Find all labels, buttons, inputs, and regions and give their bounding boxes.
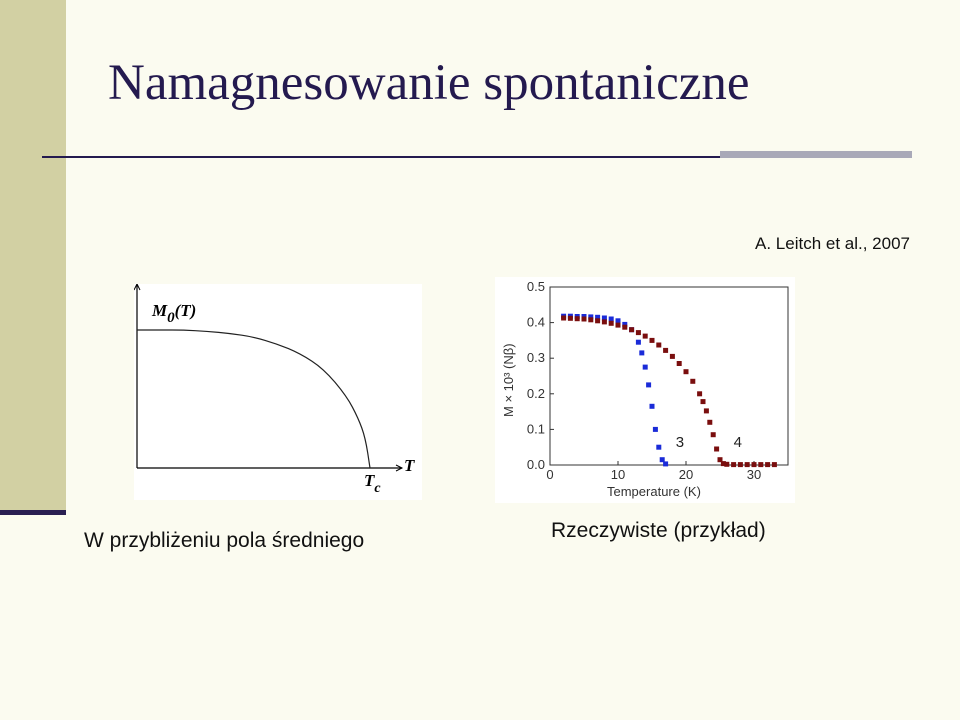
sidebar-band: [0, 0, 66, 512]
series-4-point: [711, 432, 716, 437]
series-4-point: [656, 343, 661, 348]
series-4-point: [714, 447, 719, 452]
caption-real-example: Rzeczywiste (przykład): [551, 519, 766, 543]
y-tick-label: 0.2: [527, 386, 545, 401]
title-rule-accent: [720, 151, 912, 158]
plot-frame: [550, 287, 788, 465]
series-4-point: [670, 354, 675, 359]
series-3-point: [639, 350, 644, 355]
series-3-point: [636, 340, 641, 345]
series-4-point: [663, 348, 668, 353]
series-4-point: [724, 462, 729, 467]
series-4-point: [758, 462, 763, 467]
series-4-point: [622, 325, 627, 330]
x-tick-label: 0: [546, 467, 553, 482]
y-tick-label: 0.0: [527, 457, 545, 472]
series-4-point: [707, 420, 712, 425]
series-3-point: [609, 317, 614, 322]
series-4-point: [643, 334, 648, 339]
slide-title: Namagnesowanie spontaniczne: [108, 58, 750, 109]
series-3-label: 3: [676, 434, 684, 451]
experimental-chart-panel: 0.0 0.1 0.2 0.3 0.4 0.5 0 10 20 30 Temperature (…: [495, 277, 795, 503]
series-4-point: [745, 462, 750, 467]
y-tick-label: 0.5: [527, 279, 545, 294]
series-4-point: [765, 462, 770, 467]
y-axis-title: M × 10³ (Nβ): [501, 343, 516, 417]
series-3-point: [653, 427, 658, 432]
y-axis-label: M0(T): [151, 301, 196, 326]
series-4-point: [616, 323, 621, 328]
x-axis-label: T: [404, 456, 415, 475]
series-4-point: [582, 317, 587, 322]
series-3-point: [656, 445, 661, 450]
y-tick-label: 0.4: [527, 315, 545, 330]
series-4-point: [575, 316, 580, 321]
series-4-point: [629, 327, 634, 332]
series-4-point: [731, 462, 736, 467]
series-4-point: [595, 318, 600, 323]
series-3-point: [646, 382, 651, 387]
mean-field-chart: M0(T) T Tc: [134, 284, 422, 500]
series-4-point: [697, 391, 702, 396]
series-3-point: [663, 461, 668, 466]
x-tick-label: 10: [611, 467, 625, 482]
y-tick-label: 0.1: [527, 421, 545, 436]
y-tick-label: 0.3: [527, 350, 545, 365]
x-axis-title: Temperature (K): [607, 484, 701, 499]
series-3-point: [643, 365, 648, 370]
caption-mean-field: W przybliżeniu pola średniego: [84, 529, 364, 553]
x-tick-label: 20: [679, 467, 693, 482]
series-4-point: [738, 462, 743, 467]
series-3-point: [650, 404, 655, 409]
citation: A. Leitch et al., 2007: [755, 234, 910, 254]
series-4-point: [684, 369, 689, 374]
series-4-point: [588, 317, 593, 322]
series-3-point: [616, 318, 621, 323]
series-4-point: [677, 361, 682, 366]
x-tick-label: 30: [747, 467, 761, 482]
series-4-point: [772, 462, 777, 467]
data-points: [561, 314, 777, 467]
series-4-point: [561, 316, 566, 321]
series-4-point: [609, 321, 614, 326]
series-4-point: [690, 379, 695, 384]
sidebar-base-line: [0, 510, 66, 515]
series-4-point: [701, 399, 706, 404]
series-4-point: [602, 319, 607, 324]
series-4-point: [704, 408, 709, 413]
series-4-point: [752, 462, 757, 467]
magnetization-curve: [137, 330, 370, 468]
experimental-chart: 0.0 0.1 0.2 0.3 0.4 0.5 0 10 20 30 Temperature (…: [495, 277, 795, 503]
series-4-point: [650, 338, 655, 343]
series-4-point: [636, 330, 641, 335]
series-4-label: 4: [734, 434, 742, 451]
series-4-point: [568, 316, 573, 321]
critical-temperature-label: Tc: [364, 471, 381, 496]
mean-field-chart-panel: M0(T) T Tc: [134, 284, 422, 500]
